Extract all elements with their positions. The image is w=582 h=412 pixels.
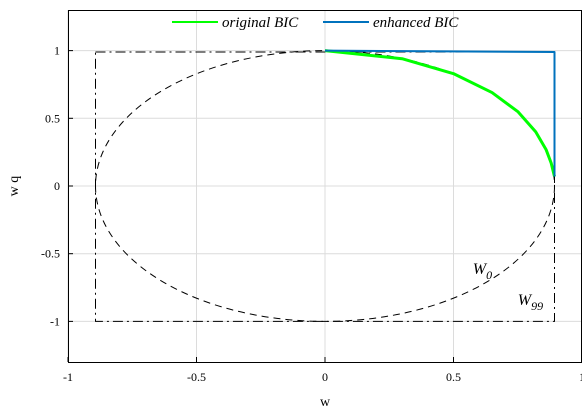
x-tick-label: -0.5	[187, 370, 206, 384]
series-lines	[324, 49, 556, 177]
y-tick-label: -0.5	[41, 247, 60, 261]
legend-label: original BIC	[222, 15, 299, 31]
series-line-original-bic	[324, 49, 556, 177]
x-tick-label: 1	[579, 370, 582, 384]
x-axis-label: w	[320, 395, 331, 410]
y-tick-label: -1	[50, 314, 60, 328]
y-tick-label: 1	[54, 44, 60, 58]
legend-label: enhanced BIC	[373, 15, 459, 31]
series-line-enhanced-bic	[324, 49, 556, 177]
grid	[67, 10, 582, 362]
y-tick-label: 0.5	[45, 111, 60, 125]
legend: original BIC enhanced BIC	[172, 15, 459, 31]
x-tick-label: 0	[322, 370, 328, 384]
x-tick-labels: -1 -0.5 0 0.5 1	[63, 357, 582, 384]
x-tick-label: 0.5	[446, 370, 461, 384]
annotations: W0 W99	[473, 261, 543, 313]
annotation-w99: W99	[518, 292, 543, 313]
annotation-w0: W0	[473, 261, 492, 282]
y-tick-labels: 1 0.5 0 -0.5 -1	[41, 44, 73, 328]
y-tick-label: 0	[54, 179, 60, 193]
y-axis-label: w q	[7, 176, 22, 197]
x-tick-label: -1	[63, 370, 73, 384]
